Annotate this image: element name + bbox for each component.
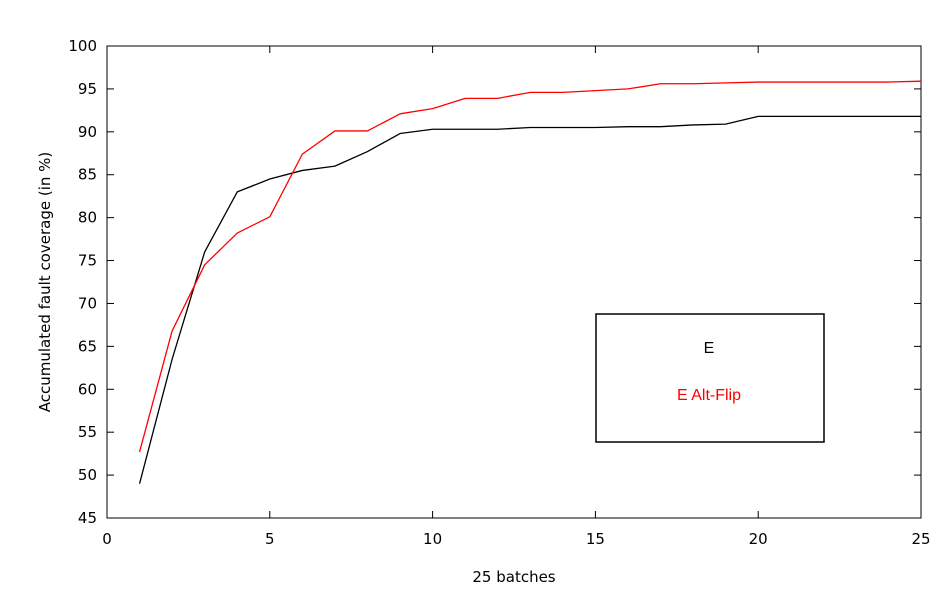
x-tick-label: 5 <box>265 530 275 548</box>
y-tick-label: 80 <box>78 209 97 227</box>
series-line-e <box>138 115 921 484</box>
y-tick-label: 60 <box>78 380 97 398</box>
y-tick-label: 45 <box>78 509 97 527</box>
y-tick-label: 75 <box>78 252 97 270</box>
y-tick-label: 100 <box>68 37 97 55</box>
y-tick-label: 55 <box>78 423 97 441</box>
legend-entry-e-alt-flip: E Alt-Flip <box>677 387 741 404</box>
plot-area-frame <box>106 45 922 519</box>
y-tick-label: 90 <box>78 123 97 141</box>
y-tick-label: 70 <box>78 294 97 312</box>
y-tick-label: 65 <box>78 337 97 355</box>
y-tick-label: 85 <box>78 166 97 184</box>
legend-entry-e: E <box>704 340 715 357</box>
x-tick-label: 15 <box>586 530 605 548</box>
legend: E E Alt-Flip <box>595 313 825 443</box>
series-line-e-alt-flip <box>138 80 922 453</box>
x-tick-label: 0 <box>102 530 112 548</box>
legend-box <box>595 313 825 443</box>
y-axis-title: Accumulated fault coverage (in %) <box>36 152 54 412</box>
y-tick-labels: 45 50 55 60 65 70 75 80 85 90 95 100 <box>68 37 97 527</box>
y-tick-label: 50 <box>78 466 97 484</box>
axes-ticks <box>106 45 922 519</box>
x-tick-label: 10 <box>423 530 442 548</box>
x-tick-label: 20 <box>749 530 768 548</box>
x-tick-labels: 0 5 10 15 20 25 <box>102 530 930 548</box>
x-axis-title: 25 batches <box>472 568 555 586</box>
series-lines <box>138 80 922 484</box>
x-tick-label: 25 <box>911 530 930 548</box>
y-tick-label: 95 <box>78 80 97 98</box>
